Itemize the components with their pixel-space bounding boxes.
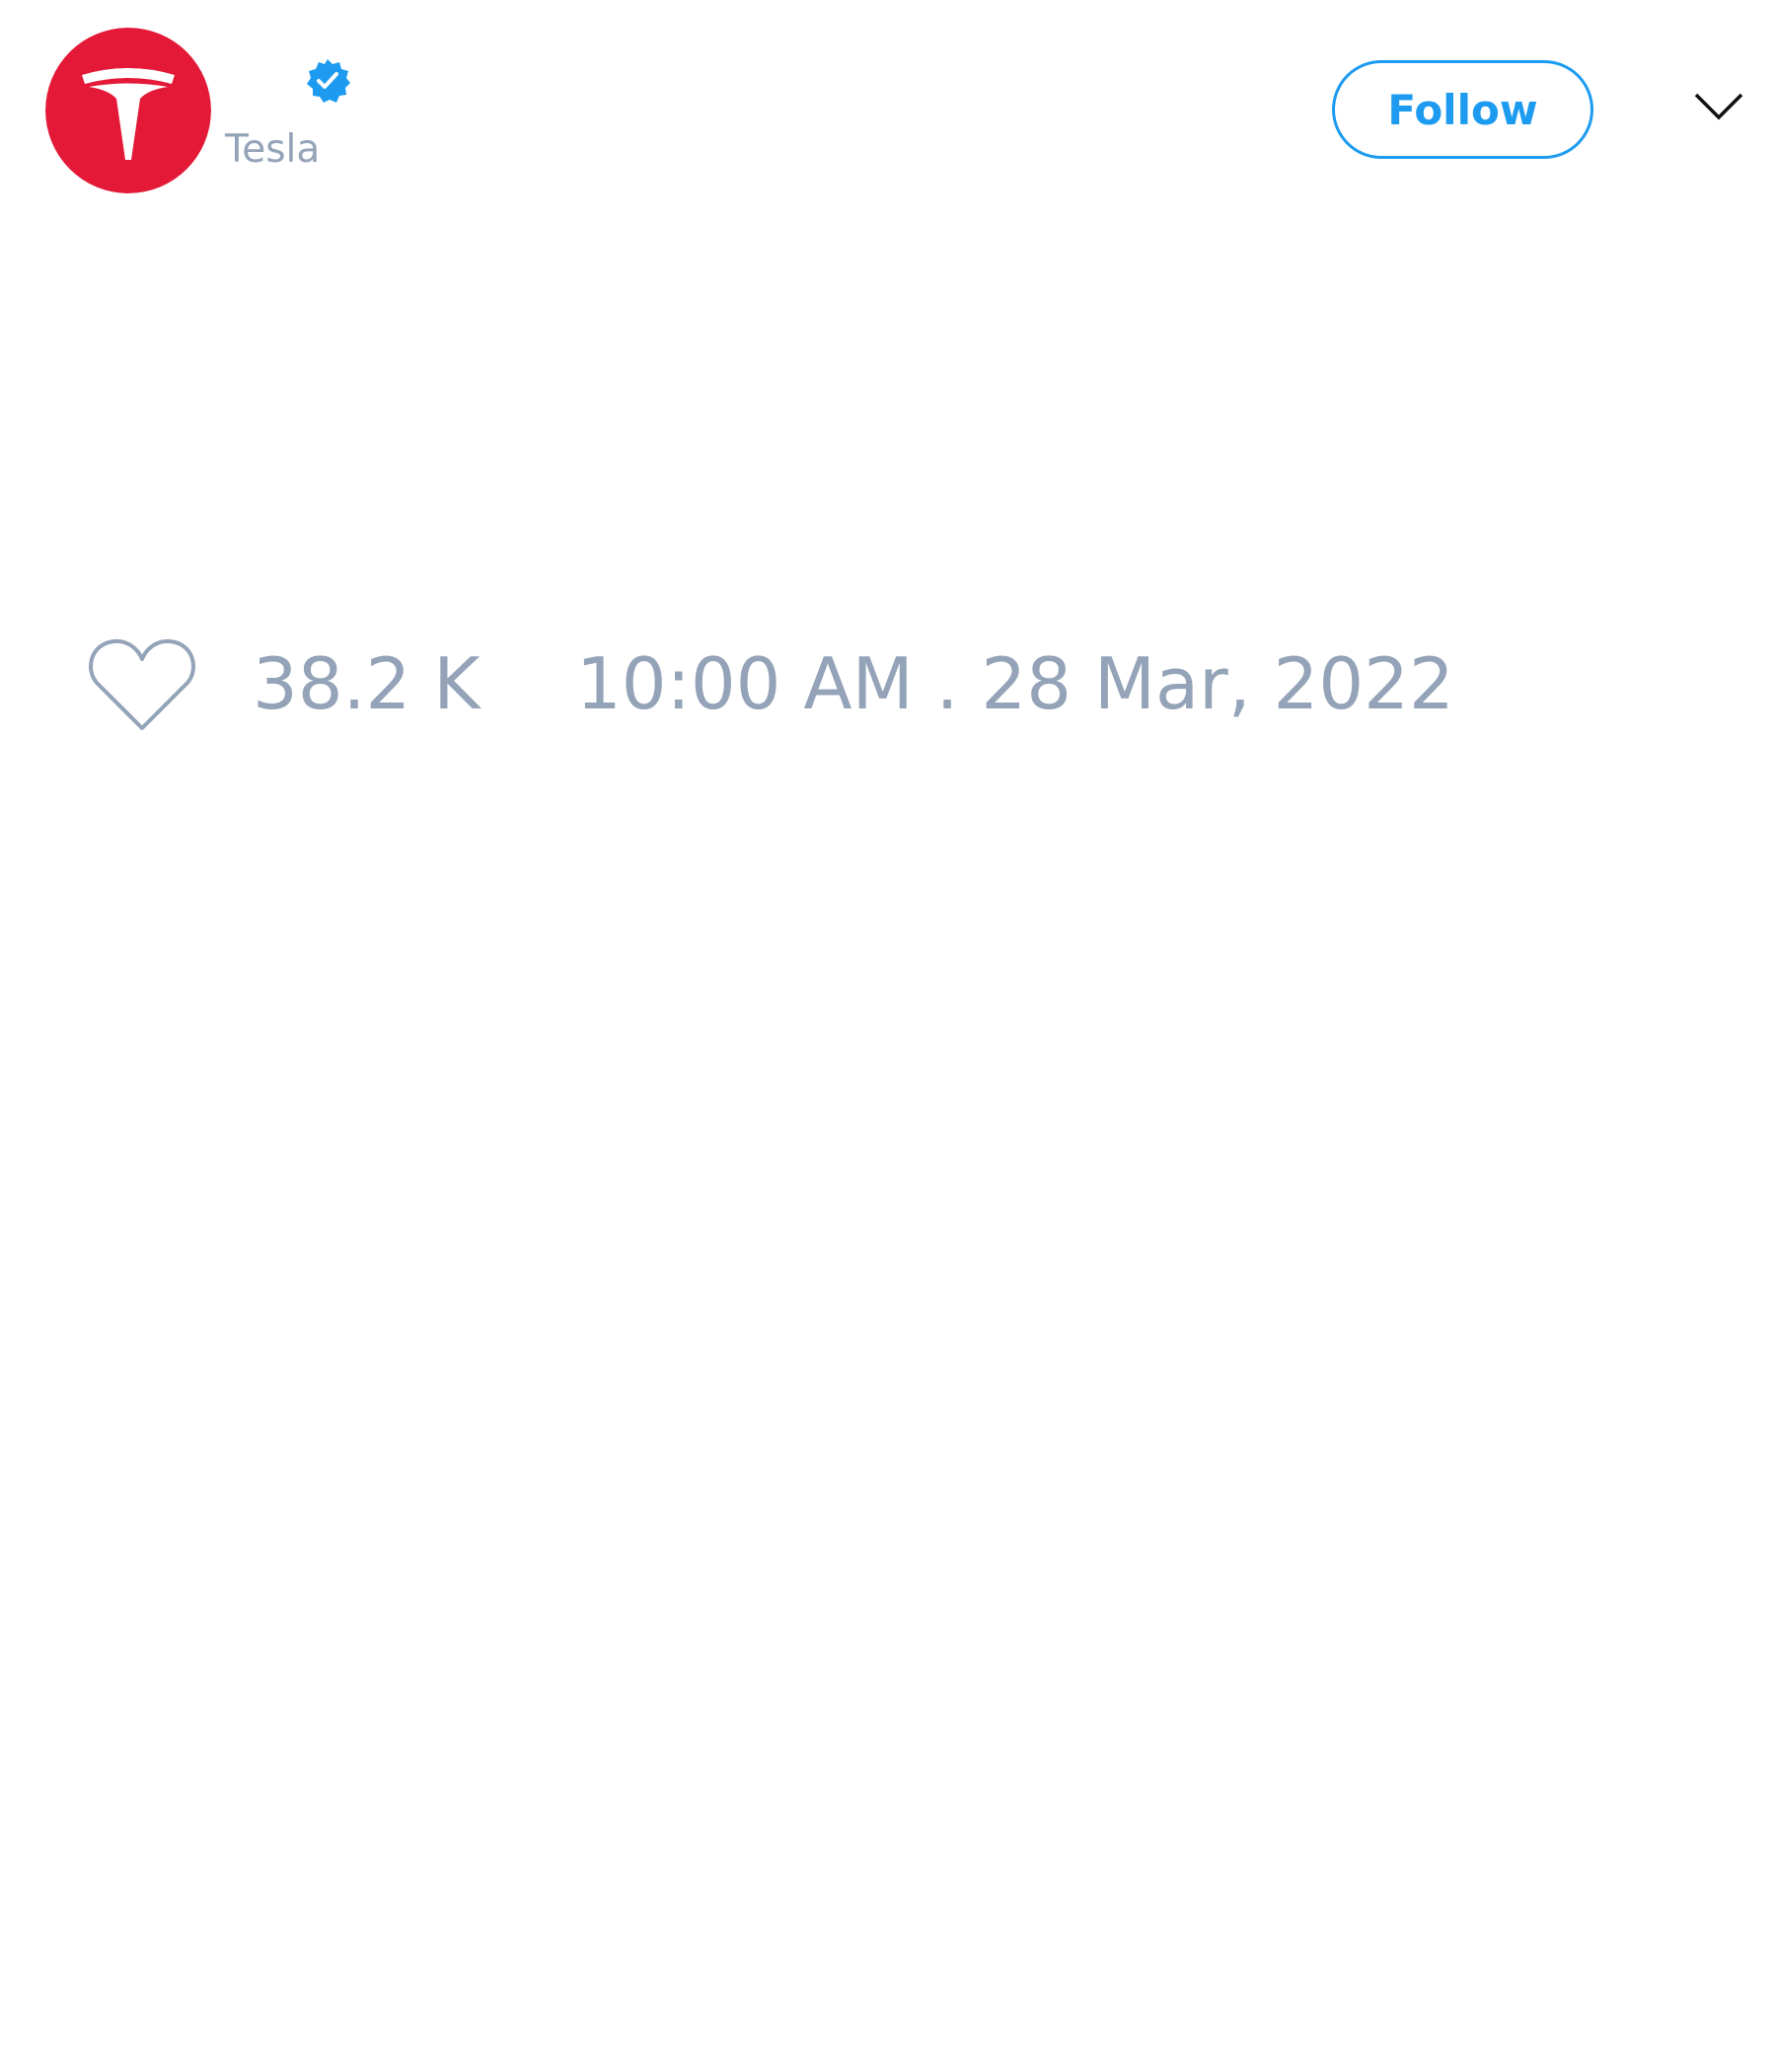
chevron-down-icon[interactable] bbox=[1693, 91, 1744, 122]
tesla-logo-icon bbox=[45, 28, 211, 193]
avatar[interactable] bbox=[45, 28, 211, 193]
author-handle[interactable]: Tesla bbox=[225, 127, 321, 172]
tweet-timestamp: 10:00 AM . 28 Mar, 2022 bbox=[576, 642, 1454, 725]
like-count: 38.2 K bbox=[253, 642, 481, 725]
verified-badge-icon bbox=[304, 57, 351, 105]
heart-icon[interactable] bbox=[87, 635, 197, 734]
follow-button[interactable]: Follow bbox=[1332, 60, 1593, 159]
